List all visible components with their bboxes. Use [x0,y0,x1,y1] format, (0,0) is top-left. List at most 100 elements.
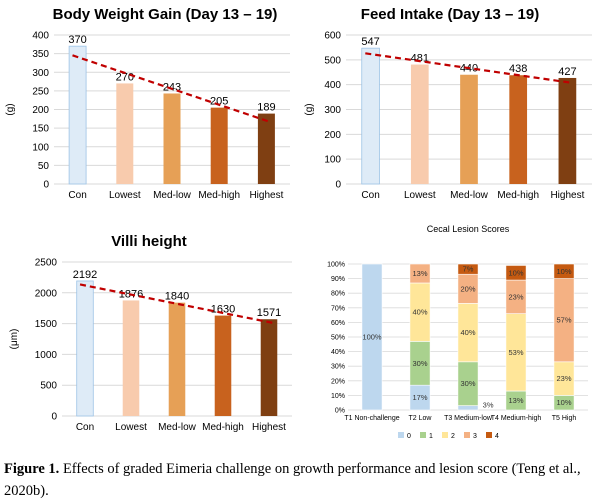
villi-category-label: Highest [252,422,286,433]
fi-ytick-label: 300 [324,105,341,116]
bwg-ytick-label: 100 [32,142,49,153]
fi-data-label: 427 [558,66,576,78]
cecal-legend-swatch [442,432,448,438]
fi-title: Feed Intake (Day 13 – 19) [361,6,539,23]
bwg-data-label: 205 [210,96,228,108]
cecal-legend-label: 4 [495,433,499,440]
figure-caption: Figure 1. Effects of graded Eimeria chal… [4,458,596,502]
cecal-ytick-label: 90% [331,276,345,283]
cecal-ytick-label: 60% [331,320,345,327]
villi-ytick-label: 1500 [35,319,58,330]
cecal-segment-label: 30% [412,359,427,368]
cecal-segment-label: 40% [460,328,475,337]
bwg-bar [163,93,181,184]
villi-category-label: Con [76,422,94,433]
villi-trend-line [79,283,275,325]
cecal-segment-label: 40% [412,308,427,317]
villi-ytick-label: 2500 [35,258,58,269]
bwg-ytick-label: 350 [32,49,49,60]
villi-height-chart: Villi height 0 500 1000 1500 2000 2500 (μm) 2192… [9,233,292,433]
fi-ytick-label: 400 [324,80,341,91]
bwg-bar [257,113,275,184]
cecal-legend-label: 1 [429,433,433,440]
cecal-segment-label: 20% [460,284,475,293]
cecal-category-label: T5 High [552,415,577,422]
bwg-ytick-label: 300 [32,68,49,79]
fi-category-label: Med-low [450,190,489,201]
fi-data-label: 547 [361,36,379,48]
fi-bar [509,75,528,184]
cecal-segment-label: 10% [508,268,523,277]
villi-ylabel: (μm) [9,329,20,350]
villi-bar [76,280,94,417]
cecal-segment-label: 10% [556,267,571,276]
fi-bar [558,77,577,184]
bwg-bar [116,83,134,184]
cecal-category-label: T4 Medium-high [491,415,542,422]
cecal-segment-label: 7% [463,265,474,274]
cecal-segment-label: 57% [556,316,571,325]
cecal-segment-label: 13% [508,396,523,405]
fi-category-label: Highest [550,190,584,201]
bwg-category-label: Lowest [109,190,141,201]
villi-category-label: Lowest [115,422,147,433]
cecal-segment [553,263,575,279]
bwg-ytick-label: 0 [43,180,49,191]
cecal-segment-label: 53% [508,348,523,357]
cecal-segment [457,263,479,275]
bwg-bar [210,107,228,184]
cecal-ytick-label: 80% [331,291,345,298]
cecal-legend-label: 3 [473,433,477,440]
cecal-segment-label: 17% [412,393,427,402]
cecal-ytick-label: 40% [331,349,345,356]
fi-bar [361,47,380,185]
villi-bar [214,315,232,416]
cecal-category-label: T3 Medium-low [444,415,493,422]
villi-category-label: Med-low [158,422,197,433]
caption-text: Effects of graded Eimeria challenge on g… [4,461,581,499]
cecal-segment-label: 13% [412,269,427,278]
villi-bar [122,300,140,416]
fi-bar [410,64,429,184]
villi-ytick-label: 2000 [35,288,58,299]
fi-category-label: Con [361,190,379,201]
cecal-ytick-label: 70% [331,305,345,312]
cecal-lesion-chart: Cecal Lesion Scores 0% 10% 20% 30% 40% 50% 60% 7… [327,224,588,440]
cecal-segment-label: 30% [460,379,475,388]
bwg-ytick-label: 400 [32,31,49,42]
cecal-title: Cecal Lesion Scores [427,224,510,234]
fi-data-label: 438 [509,63,527,75]
cecal-ytick-label: 10% [331,393,345,400]
bwg-ytick-label: 150 [32,124,49,135]
villi-data-label: 1840 [165,291,189,303]
cecal-segment [505,265,527,281]
villi-ytick-label: 0 [51,412,57,423]
villi-category-label: Med-high [202,422,244,433]
fi-trend-line [365,52,573,85]
villi-data-label: 1630 [211,304,235,316]
villi-ytick-label: 500 [40,381,57,392]
fi-ytick-label: 200 [324,130,341,141]
cecal-extra-label: 3% [483,401,494,410]
cecal-legend-swatch [486,432,492,438]
cecal-ytick-label: 50% [331,335,345,342]
fi-category-label: Lowest [404,190,436,201]
cecal-legend-label: 0 [407,433,411,440]
feed-intake-chart: Feed Intake (Day 13 – 19) 0 100 200 300 400 50… [304,6,592,201]
villi-bar [168,302,186,416]
cecal-ytick-label: 100% [327,262,345,269]
body-weight-gain-chart: Body Weight Gain (Day 13 – 19) 0 50 100 150 2… [5,6,290,201]
bwg-data-label: 189 [257,102,275,114]
bwg-bar [68,45,87,185]
cecal-ytick-label: 20% [331,378,345,385]
villi-data-label: 1571 [257,307,281,319]
bwg-ytick-label: 50 [38,161,50,172]
cecal-legend-swatch [398,432,404,438]
cecal-segment [361,263,383,411]
cecal-segment-label: 10% [556,398,571,407]
cecal-segment-label: 23% [508,292,523,301]
bwg-category-label: Con [68,190,86,201]
fi-ytick-label: 100 [324,155,341,166]
villi-ytick-label: 1000 [35,350,58,361]
bwg-category-label: Med-high [198,190,240,201]
